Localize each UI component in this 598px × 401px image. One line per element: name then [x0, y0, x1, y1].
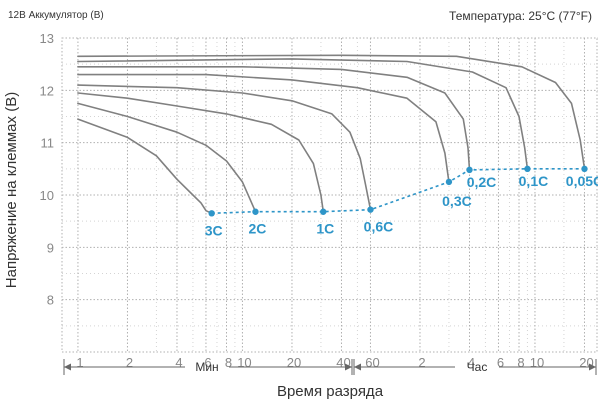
x-tick-label: 4: [468, 355, 475, 370]
cutoff-point: [252, 208, 259, 215]
y-tick-label: 10: [40, 188, 54, 203]
series-group: [77, 54, 586, 215]
x-tick-label: 60: [365, 355, 379, 370]
series-curve-7: [77, 54, 586, 170]
x-tick-label: 10: [530, 355, 544, 370]
cutoff-label: 0,05C: [566, 173, 598, 189]
series-curve-2: [77, 92, 325, 213]
min-unit-label: Мин: [195, 360, 218, 374]
series-curve-6: [77, 58, 529, 170]
y-tick-label: 8: [47, 293, 54, 308]
series-curve-5: [77, 66, 471, 171]
x-tick-label: 1: [76, 355, 83, 370]
y-tick-label: 9: [47, 240, 54, 255]
chart-left-title: 12В Аккумулятор (В): [8, 10, 104, 21]
cutoff-label: 2C: [249, 221, 267, 237]
arrow-right-icon: [589, 363, 596, 371]
y-tick-label: 12: [40, 83, 54, 98]
x-tick-label: 2: [126, 355, 133, 370]
x-tick-label: 10: [237, 355, 251, 370]
cutoff-point: [581, 165, 588, 173]
arrow-left-icon: [64, 363, 71, 371]
y-tick-label: 13: [40, 31, 54, 46]
x-tick-label: 6: [497, 355, 504, 370]
cutoff-label: 3C: [205, 222, 223, 238]
series-curve-0: [77, 118, 213, 215]
x-tick-label: 6: [204, 355, 211, 370]
cutoff-point: [320, 208, 327, 215]
hour-unit-label: Час: [467, 360, 488, 374]
x-axis-label: Время разряда: [277, 383, 384, 400]
x-tick-label: 2: [418, 355, 425, 370]
arrow-left-icon: [354, 363, 361, 371]
series-curve-1: [77, 102, 257, 213]
chart-right-title: Температура: 25°C (77°F): [449, 9, 592, 23]
cutoff-label: 0,3C: [442, 193, 472, 209]
x-tick-label: 4: [175, 355, 182, 370]
x-tick-label: 8: [225, 355, 232, 370]
cutoff-point: [445, 178, 453, 186]
series-curve-4: [77, 73, 450, 183]
cutoff-group: 3C 2C 1C 0,6C 0,3C 0,2C 0,1C 0,05C: [205, 165, 598, 238]
y-axis-label: Напряжение на клеммах (В): [3, 92, 20, 288]
cutoff-point: [208, 210, 215, 217]
cutoff-point: [524, 165, 531, 173]
arrow-right-icon: [345, 363, 352, 371]
cutoff-label: 0,1C: [519, 173, 549, 189]
cutoff-label: 0,6C: [364, 219, 394, 235]
cutoff-label: 1C: [316, 221, 334, 237]
cutoff-label: 0,2C: [467, 174, 497, 190]
cutoff-line: [211, 168, 585, 215]
x-tick-label: 8: [517, 355, 524, 370]
series-curve-3: [77, 84, 372, 211]
y-tick-label: 11: [41, 136, 55, 151]
cutoff-point: [367, 206, 374, 213]
x-tick-label: 20: [287, 355, 301, 370]
cutoff-point: [466, 166, 473, 174]
